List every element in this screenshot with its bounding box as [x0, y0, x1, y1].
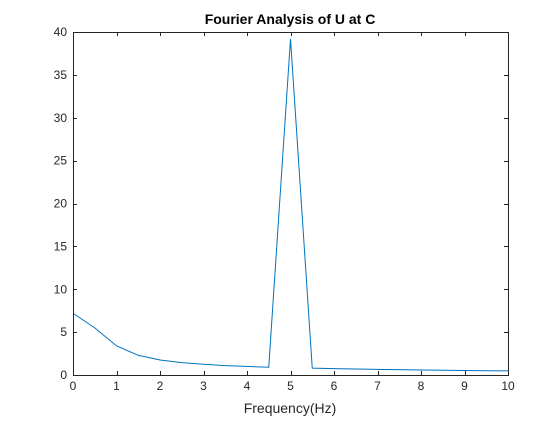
y-tick-label: 10 [54, 282, 68, 296]
x-tick-label: 8 [418, 379, 425, 393]
y-tick-label: 0 [60, 368, 67, 382]
x-axis-label: Frequency(Hz) [244, 400, 337, 416]
x-tick-label: 0 [70, 379, 77, 393]
x-tick-label: 9 [461, 379, 468, 393]
y-tick-label: 15 [54, 239, 68, 253]
tick-layer: 0 1 2 3 4 5 6 7 8 9 10 0 5 10 15 20 25 30 35 40 [54, 25, 515, 393]
x-tick-label: 5 [287, 379, 294, 393]
y-tick-label: 30 [54, 111, 68, 125]
x-tick-label: 1 [113, 379, 120, 393]
y-tick-label: 25 [54, 154, 68, 168]
y-tick-label: 20 [54, 197, 68, 211]
x-tick-label: 10 [501, 379, 515, 393]
chart-title: Fourier Analysis of U at C [205, 11, 376, 27]
y-tick-label: 5 [60, 325, 67, 339]
y-tick-label: 40 [54, 25, 68, 39]
series-line-0 [72, 38, 509, 372]
x-tick-label: 2 [157, 379, 164, 393]
x-tick-label: 4 [244, 379, 251, 393]
x-tick-label: 7 [374, 379, 381, 393]
series-layer [72, 38, 509, 372]
plot-area [73, 32, 508, 375]
y-tick-label: 35 [54, 68, 68, 82]
x-tick-label: 3 [200, 379, 207, 393]
x-tick-label: 6 [331, 379, 338, 393]
